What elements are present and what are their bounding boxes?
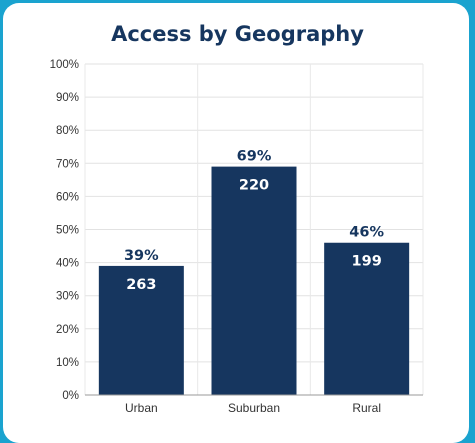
count-label: 199: [352, 254, 382, 270]
chart-title: Access by Geography: [111, 22, 364, 46]
bar-suburban: [211, 166, 297, 395]
y-tick-label: 20%: [56, 324, 79, 336]
x-tick-label: Suburban: [228, 401, 280, 415]
x-tick-label: Rural: [352, 401, 381, 415]
x-axis: Urban Suburban Rural: [85, 394, 423, 415]
bar-rural: [324, 242, 410, 395]
grid-lines: [84, 63, 424, 395]
bar-urban: [98, 265, 184, 395]
y-tick-label: 30%: [56, 291, 79, 303]
y-tick-label: 80%: [56, 125, 79, 137]
y-tick-label: 10%: [56, 357, 79, 369]
y-tick-label: 100%: [50, 59, 79, 71]
count-label: 220: [239, 178, 269, 194]
x-tick-label: Urban: [125, 401, 158, 415]
y-tick-label: 90%: [56, 92, 79, 104]
bars: 39% 263 69% 220 46% 199: [98, 149, 410, 395]
y-tick-label: 70%: [56, 158, 79, 170]
y-axis: 0% 10% 20% 30% 40% 50% 60% 70% 80% 90% 100%: [50, 59, 79, 402]
y-tick-label: 60%: [56, 191, 79, 203]
y-tick-label: 40%: [56, 258, 79, 270]
y-tick-label: 50%: [56, 225, 79, 237]
y-tick-label: 0%: [62, 390, 79, 402]
value-label: 69%: [237, 149, 272, 165]
value-label: 46%: [349, 225, 384, 241]
value-label: 39%: [124, 248, 159, 264]
bar-chart: 0% 10% 20% 30% 40% 50% 60% 70% 80% 90% 100% 39% 263…: [50, 59, 424, 415]
count-label: 263: [126, 277, 156, 293]
